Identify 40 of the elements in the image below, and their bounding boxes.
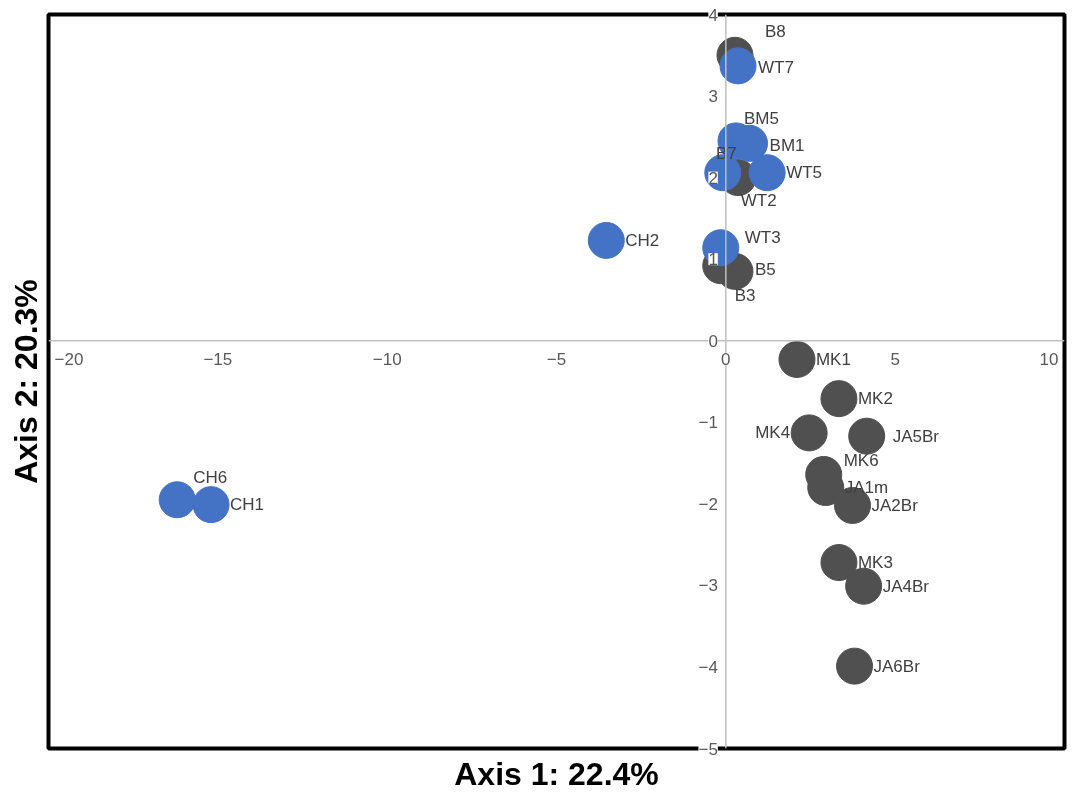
x-tick-label: −20: [54, 349, 84, 369]
y-tick-label: 2: [708, 168, 718, 188]
annotation: JA5Br: [892, 426, 940, 446]
annotation: BM5: [743, 109, 779, 129]
x-tick-label: −5: [546, 349, 567, 369]
annotation: MK3: [857, 553, 893, 573]
annotation: WT7: [758, 58, 794, 78]
annotation: CH1: [230, 495, 265, 515]
annotation: WT5: [786, 163, 823, 183]
annotation: MK4: [755, 423, 791, 443]
annotation: B3: [734, 286, 756, 306]
x-tick-label: 0: [721, 349, 731, 369]
y-tick-label: −1: [698, 413, 718, 433]
x-tick-label: 10: [1039, 349, 1059, 369]
y-tick-label: −3: [698, 576, 718, 596]
annotation: MK1: [815, 349, 851, 369]
x-axis-title: Axis 1: 22.4%: [454, 755, 659, 792]
annotation: B8: [764, 21, 786, 41]
annotation: WT3: [744, 228, 781, 248]
x-tick-label: −10: [372, 349, 402, 369]
x-tick-label: −15: [203, 349, 233, 369]
y-axis-title: Axis 2: 20.3%: [7, 279, 44, 484]
annotation: CH6: [193, 468, 228, 488]
annotation: JA2Br: [871, 495, 919, 515]
y-tick-label: 1: [708, 250, 718, 270]
x-tick-label: 5: [890, 349, 900, 369]
annotation: MK2: [857, 389, 893, 409]
y-tick-label: 4: [708, 5, 718, 25]
annotation: JA4Br: [882, 576, 930, 596]
annotation: JA6Br: [873, 656, 921, 676]
annotation: MK6: [843, 450, 879, 470]
annotation: B5: [754, 259, 776, 279]
annotation: CH2: [625, 230, 660, 250]
annotation: WT2: [740, 191, 777, 211]
y-tick-label: −2: [698, 494, 718, 514]
y-tick-label: −4: [698, 657, 718, 677]
y-tick-label: −5: [698, 739, 718, 759]
y-tick-label: 0: [708, 331, 718, 351]
annotation: BM1: [769, 135, 805, 155]
y-tick-label: 3: [708, 87, 718, 107]
